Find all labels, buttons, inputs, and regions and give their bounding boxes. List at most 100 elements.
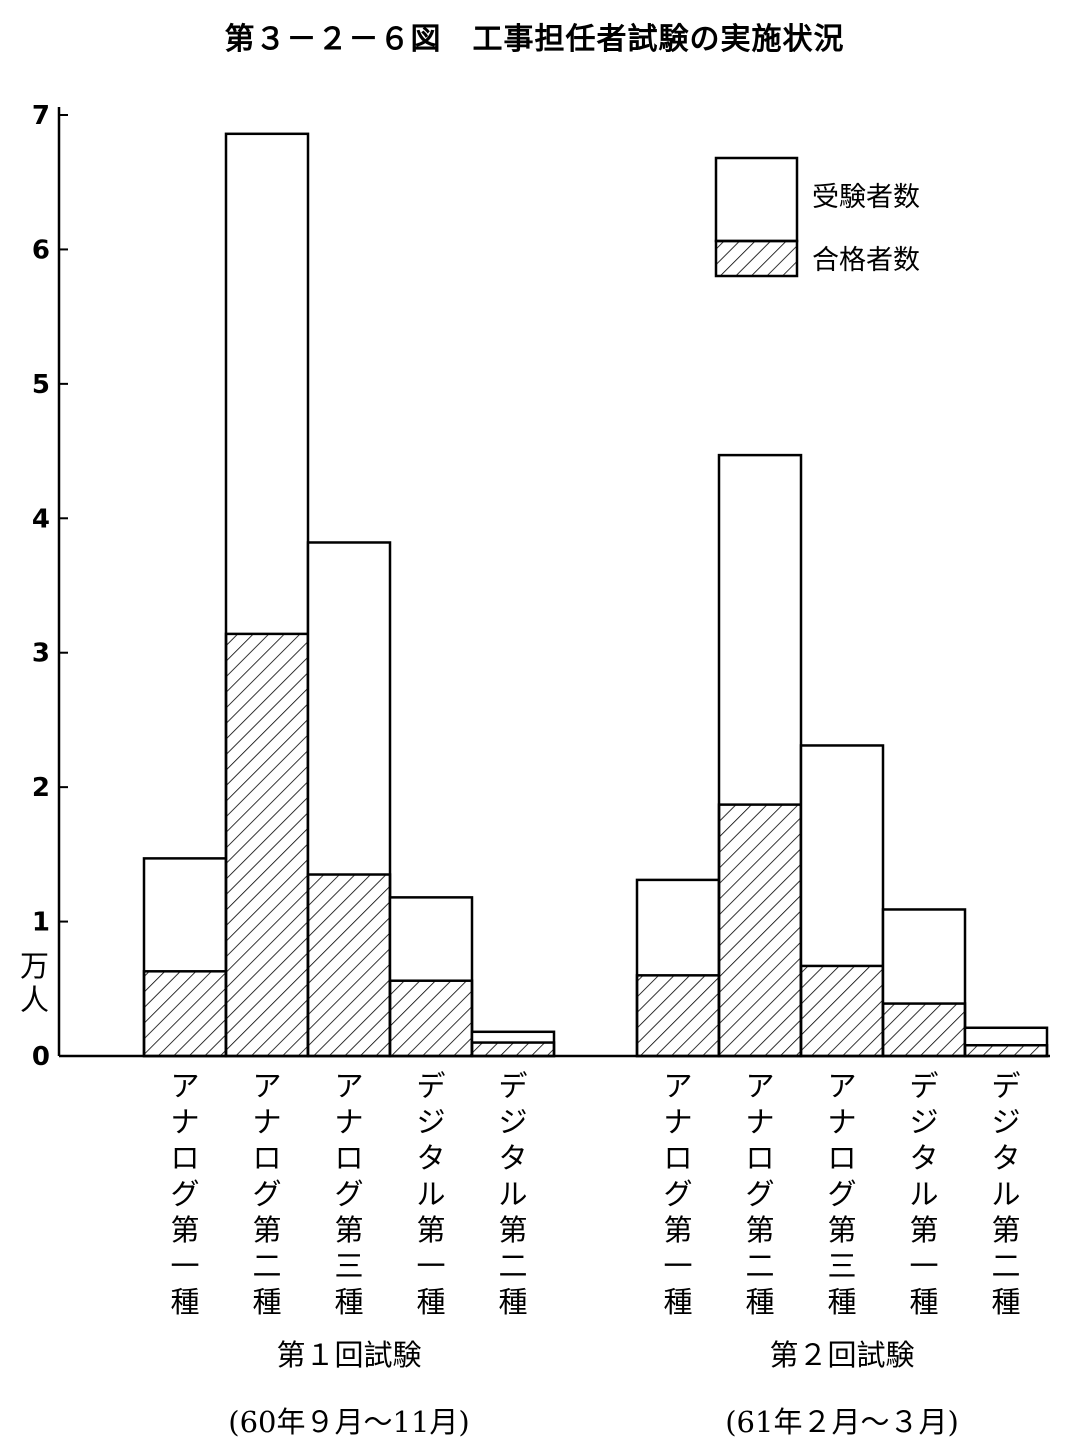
category-label-char: ロ <box>170 1141 199 1175</box>
category-label-char: 三 <box>827 1249 856 1283</box>
category-label-char: ロ <box>663 1141 692 1175</box>
y-axis-unit-char: 万 <box>20 949 49 983</box>
bar-passers <box>717 803 803 1058</box>
category-label-char: 第 <box>334 1213 363 1247</box>
category-label-char: 種 <box>909 1285 938 1319</box>
category-label-char: 第 <box>170 1213 199 1247</box>
category-label-char: 第 <box>252 1213 281 1247</box>
category-label-char: タ <box>498 1141 527 1175</box>
y-tick-label: 4 <box>32 504 50 534</box>
y-tick-label: 7 <box>32 101 50 131</box>
category-label-char: 種 <box>170 1285 199 1319</box>
bar-passers <box>881 1002 967 1058</box>
legend-label-examinees: 受験者数 <box>812 182 920 213</box>
category-label-char: ジ <box>416 1105 445 1139</box>
category-label-char: ロ <box>745 1141 774 1175</box>
category-label-char: ジ <box>498 1105 527 1139</box>
category-label-char: ナ <box>170 1105 199 1139</box>
y-axis-unit-char: 人 <box>20 983 49 1017</box>
category-label-char: ア <box>827 1069 856 1103</box>
category-label-char: 第 <box>745 1213 774 1247</box>
category-label-char: 二 <box>991 1249 1020 1283</box>
group-label: 第１回試験 <box>276 1338 421 1372</box>
page-title: 第３－２－６図 工事担任者試験の実施状況 <box>224 22 845 57</box>
category-label-char: グ <box>170 1177 199 1211</box>
category-label-char: ナ <box>334 1105 363 1139</box>
category-label-char: 種 <box>745 1285 774 1319</box>
category-label-char: ナ <box>252 1105 281 1139</box>
category-label-char: ア <box>252 1069 281 1103</box>
legend-swatch-passers <box>714 239 799 278</box>
category-label-char: 三 <box>334 1249 363 1283</box>
bar-passers <box>963 1043 1049 1058</box>
y-tick-label: 1 <box>32 908 50 938</box>
category-label-char: グ <box>252 1177 281 1211</box>
category-label-char: ナ <box>827 1105 856 1139</box>
category-label-char: グ <box>663 1177 692 1211</box>
category-label-char: デ <box>416 1069 445 1103</box>
bar-passers <box>388 979 474 1058</box>
category-label-char: タ <box>909 1141 938 1175</box>
category-label-char: 種 <box>498 1285 527 1319</box>
y-axis-unit-label: 万人 <box>20 949 49 1017</box>
y-tick-label: 6 <box>32 235 50 265</box>
category-label-char: 種 <box>663 1285 692 1319</box>
category-label-char: ア <box>663 1069 692 1103</box>
category-label-char: グ <box>334 1177 363 1211</box>
category-label-char: 第 <box>909 1213 938 1247</box>
category-label-char: タ <box>416 1141 445 1175</box>
category-label-char: ア <box>170 1069 199 1103</box>
category-label-char: タ <box>991 1141 1020 1175</box>
y-tick-label: 3 <box>32 639 50 669</box>
category-label-char: 種 <box>416 1285 445 1319</box>
category-label-char: 第 <box>416 1213 445 1247</box>
category-label-char: ジ <box>991 1105 1020 1139</box>
group-period-label: (60年９月～11月) <box>228 1405 469 1439</box>
category-label-char: デ <box>498 1069 527 1103</box>
category-label-char: ル <box>498 1177 527 1211</box>
category-label-char: ナ <box>745 1105 774 1139</box>
bar-passers <box>799 964 885 1058</box>
bar-passers <box>635 974 721 1058</box>
y-tick-label: 5 <box>32 370 50 400</box>
y-tick-label: 2 <box>32 773 50 803</box>
category-label-char: 一 <box>170 1249 199 1283</box>
category-label-char: 種 <box>827 1285 856 1319</box>
category-label-char: 二 <box>498 1249 527 1283</box>
bar-passers <box>306 873 392 1058</box>
category-label-char: ロ <box>334 1141 363 1175</box>
legend-label-passers: 合格者数 <box>812 245 920 276</box>
category-label-char: ジ <box>909 1105 938 1139</box>
bar-passers <box>470 1041 556 1058</box>
category-label-char: 種 <box>252 1285 281 1319</box>
category-label-char: ア <box>334 1069 363 1103</box>
category-label-char: ロ <box>827 1141 856 1175</box>
category-label-char: 第 <box>827 1213 856 1247</box>
category-label-char: 種 <box>334 1285 363 1319</box>
category-label-char: 二 <box>252 1249 281 1283</box>
category-label-char: ナ <box>663 1105 692 1139</box>
category-label-char: 二 <box>745 1249 774 1283</box>
category-label-char: 一 <box>663 1249 692 1283</box>
group-period-label: (61年２月～３月) <box>725 1405 959 1439</box>
category-label-char: ル <box>909 1177 938 1211</box>
category-label-char: ア <box>745 1069 774 1103</box>
legend-swatch-examinees <box>714 156 799 243</box>
category-label-char: ル <box>416 1177 445 1211</box>
bar-passers <box>142 970 228 1058</box>
category-label-char: 第 <box>663 1213 692 1247</box>
category-label-char: 第 <box>498 1213 527 1247</box>
category-label-char: グ <box>827 1177 856 1211</box>
category-label-char: ロ <box>252 1141 281 1175</box>
bar-passers <box>224 632 310 1058</box>
